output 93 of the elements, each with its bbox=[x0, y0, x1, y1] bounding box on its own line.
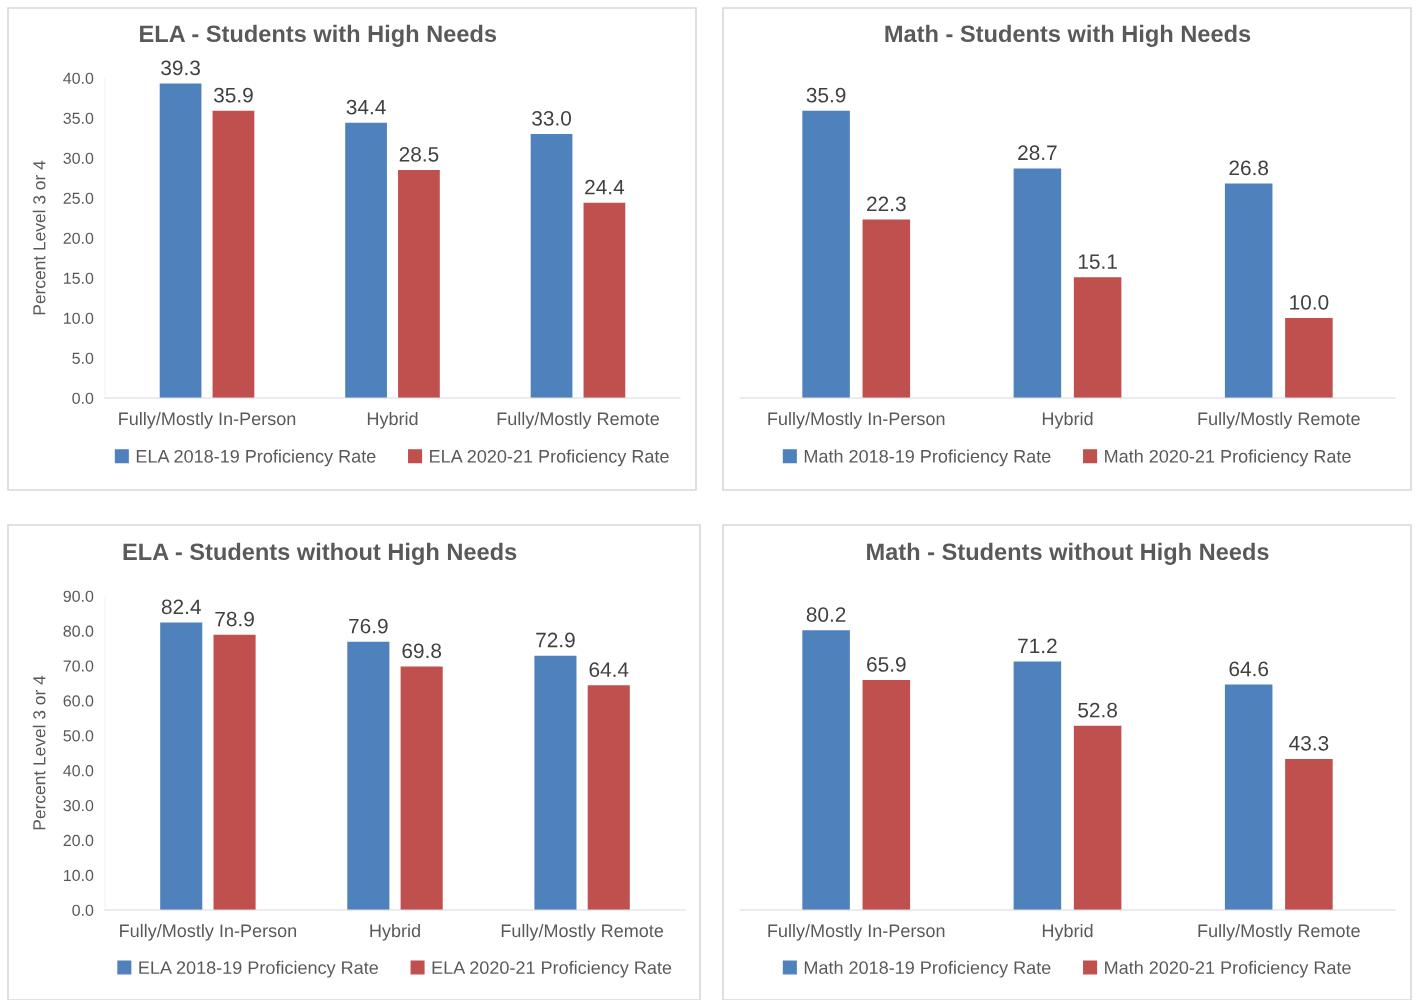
bar bbox=[1073, 725, 1122, 910]
text: 82.4 bbox=[161, 599, 201, 615]
x-tick-label: Hybrid bbox=[367, 411, 418, 429]
x-tick-label: Fully/Mostly Remote bbox=[501, 923, 664, 941]
bar bbox=[1073, 277, 1122, 398]
y-tick-label: 30.0 bbox=[63, 799, 94, 812]
chart-title: ELA - Students without High Needs bbox=[123, 542, 517, 565]
y-tick-label: 10.0 bbox=[64, 312, 94, 324]
legend-label: Math 2020-21 Proficiency Rate bbox=[1105, 960, 1351, 978]
text: 10.0 bbox=[1290, 294, 1329, 310]
y-tick-label: 25.0 bbox=[63, 192, 94, 204]
bar bbox=[862, 680, 911, 910]
text: 78.9 bbox=[215, 611, 254, 627]
bar bbox=[212, 110, 255, 398]
bar bbox=[345, 122, 387, 398]
text: 43.3 bbox=[1289, 735, 1329, 751]
text: 72.9 bbox=[536, 632, 575, 648]
bar bbox=[398, 170, 440, 398]
text: 22.3 bbox=[867, 196, 906, 212]
bar bbox=[347, 641, 390, 910]
x-tick-label: Fully/Mostly Remote bbox=[497, 411, 659, 429]
bar bbox=[1224, 183, 1273, 398]
text: 26.8 bbox=[1229, 160, 1269, 176]
bar bbox=[1013, 661, 1062, 910]
bar bbox=[159, 83, 202, 398]
legend-label: Math 2018-19 Proficiency Rate bbox=[804, 960, 1051, 978]
x-tick-label: Fully/Mostly In-Person bbox=[768, 923, 945, 941]
y-tick-label: 0.0 bbox=[72, 904, 94, 916]
bar bbox=[1224, 684, 1273, 910]
bar bbox=[400, 666, 443, 910]
text: 52.8 bbox=[1078, 702, 1117, 718]
y-axis-title: Percent Level 3 or 4 bbox=[32, 675, 46, 830]
bar bbox=[587, 685, 630, 910]
legend-label: ELA 2018-19 Proficiency Rate bbox=[139, 960, 378, 978]
x-tick-label: Hybrid bbox=[1042, 923, 1093, 941]
legend-label: ELA 2018-19 Proficiency Rate bbox=[136, 449, 376, 467]
y-tick-label: 30.0 bbox=[63, 152, 94, 164]
y-tick-label: 5.0 bbox=[72, 352, 94, 364]
y-tick-label: 20.0 bbox=[63, 834, 94, 847]
bar bbox=[802, 630, 850, 910]
text: 71.2 bbox=[1018, 638, 1057, 654]
bar bbox=[534, 655, 577, 910]
x-tick-label: Fully/Mostly Remote bbox=[1198, 923, 1360, 941]
bar bbox=[1285, 318, 1333, 398]
bar bbox=[862, 219, 911, 398]
text: 34.4 bbox=[346, 99, 386, 115]
bar bbox=[583, 202, 626, 398]
text: 76.9 bbox=[349, 618, 388, 634]
y-tick-label: 70.0 bbox=[63, 660, 94, 672]
y-tick-label: 20.0 bbox=[63, 232, 94, 244]
bar bbox=[1285, 758, 1333, 910]
text: 64.6 bbox=[1229, 661, 1269, 677]
text: 28.5 bbox=[399, 146, 439, 162]
text: 65.9 bbox=[867, 657, 906, 672]
text: 35.9 bbox=[213, 87, 253, 103]
chart-title: ELA - Students with High Needs bbox=[140, 24, 497, 47]
bar bbox=[1013, 168, 1062, 398]
y-tick-label: 0.0 bbox=[72, 392, 94, 404]
text: 39.3 bbox=[161, 60, 200, 76]
y-tick-label: 40.0 bbox=[63, 765, 94, 777]
y-tick-label: 80.0 bbox=[63, 625, 94, 637]
x-tick-label: Fully/Mostly In-Person bbox=[768, 411, 945, 429]
bar bbox=[160, 622, 203, 910]
bar bbox=[802, 110, 850, 398]
text: 64.4 bbox=[589, 662, 629, 678]
text: 24.4 bbox=[585, 179, 625, 195]
y-tick-label: 15.0 bbox=[64, 272, 94, 284]
text: 69.8 bbox=[402, 643, 442, 659]
x-tick-label: Hybrid bbox=[1042, 411, 1093, 429]
y-axis-title: Percent Level 3 or 4 bbox=[32, 160, 46, 315]
text: 15.1 bbox=[1078, 254, 1117, 269]
x-tick-label: Fully/Mostly In-Person bbox=[120, 923, 297, 941]
chart-title: Math - Students with High Needs bbox=[885, 24, 1251, 47]
y-tick-label: 35.0 bbox=[63, 112, 94, 124]
y-tick-label: 90.0 bbox=[63, 590, 94, 602]
legend-label: Math 2020-21 Proficiency Rate bbox=[1105, 449, 1351, 467]
legend-label: ELA 2020-21 Proficiency Rate bbox=[430, 449, 669, 467]
x-tick-label: Hybrid bbox=[370, 923, 420, 941]
y-tick-label: 10.0 bbox=[64, 869, 94, 882]
text: 28.7 bbox=[1018, 145, 1057, 161]
text: 35.9 bbox=[806, 87, 846, 103]
text: 33.0 bbox=[532, 110, 572, 126]
legend-label: ELA 2020-21 Proficiency Rate bbox=[432, 960, 672, 978]
y-tick-label: 60.0 bbox=[63, 695, 94, 707]
chart-title: Math - Students without High Needs bbox=[867, 542, 1269, 565]
text: 80.2 bbox=[806, 607, 846, 622]
x-tick-label: Fully/Mostly Remote bbox=[1198, 411, 1360, 429]
y-tick-label: 50.0 bbox=[63, 730, 94, 742]
bar bbox=[213, 634, 256, 910]
y-tick-label: 40.0 bbox=[63, 72, 94, 84]
x-tick-label: Fully/Mostly In-Person bbox=[119, 411, 296, 429]
legend-label: Math 2018-19 Proficiency Rate bbox=[804, 449, 1051, 467]
bar bbox=[530, 134, 573, 398]
